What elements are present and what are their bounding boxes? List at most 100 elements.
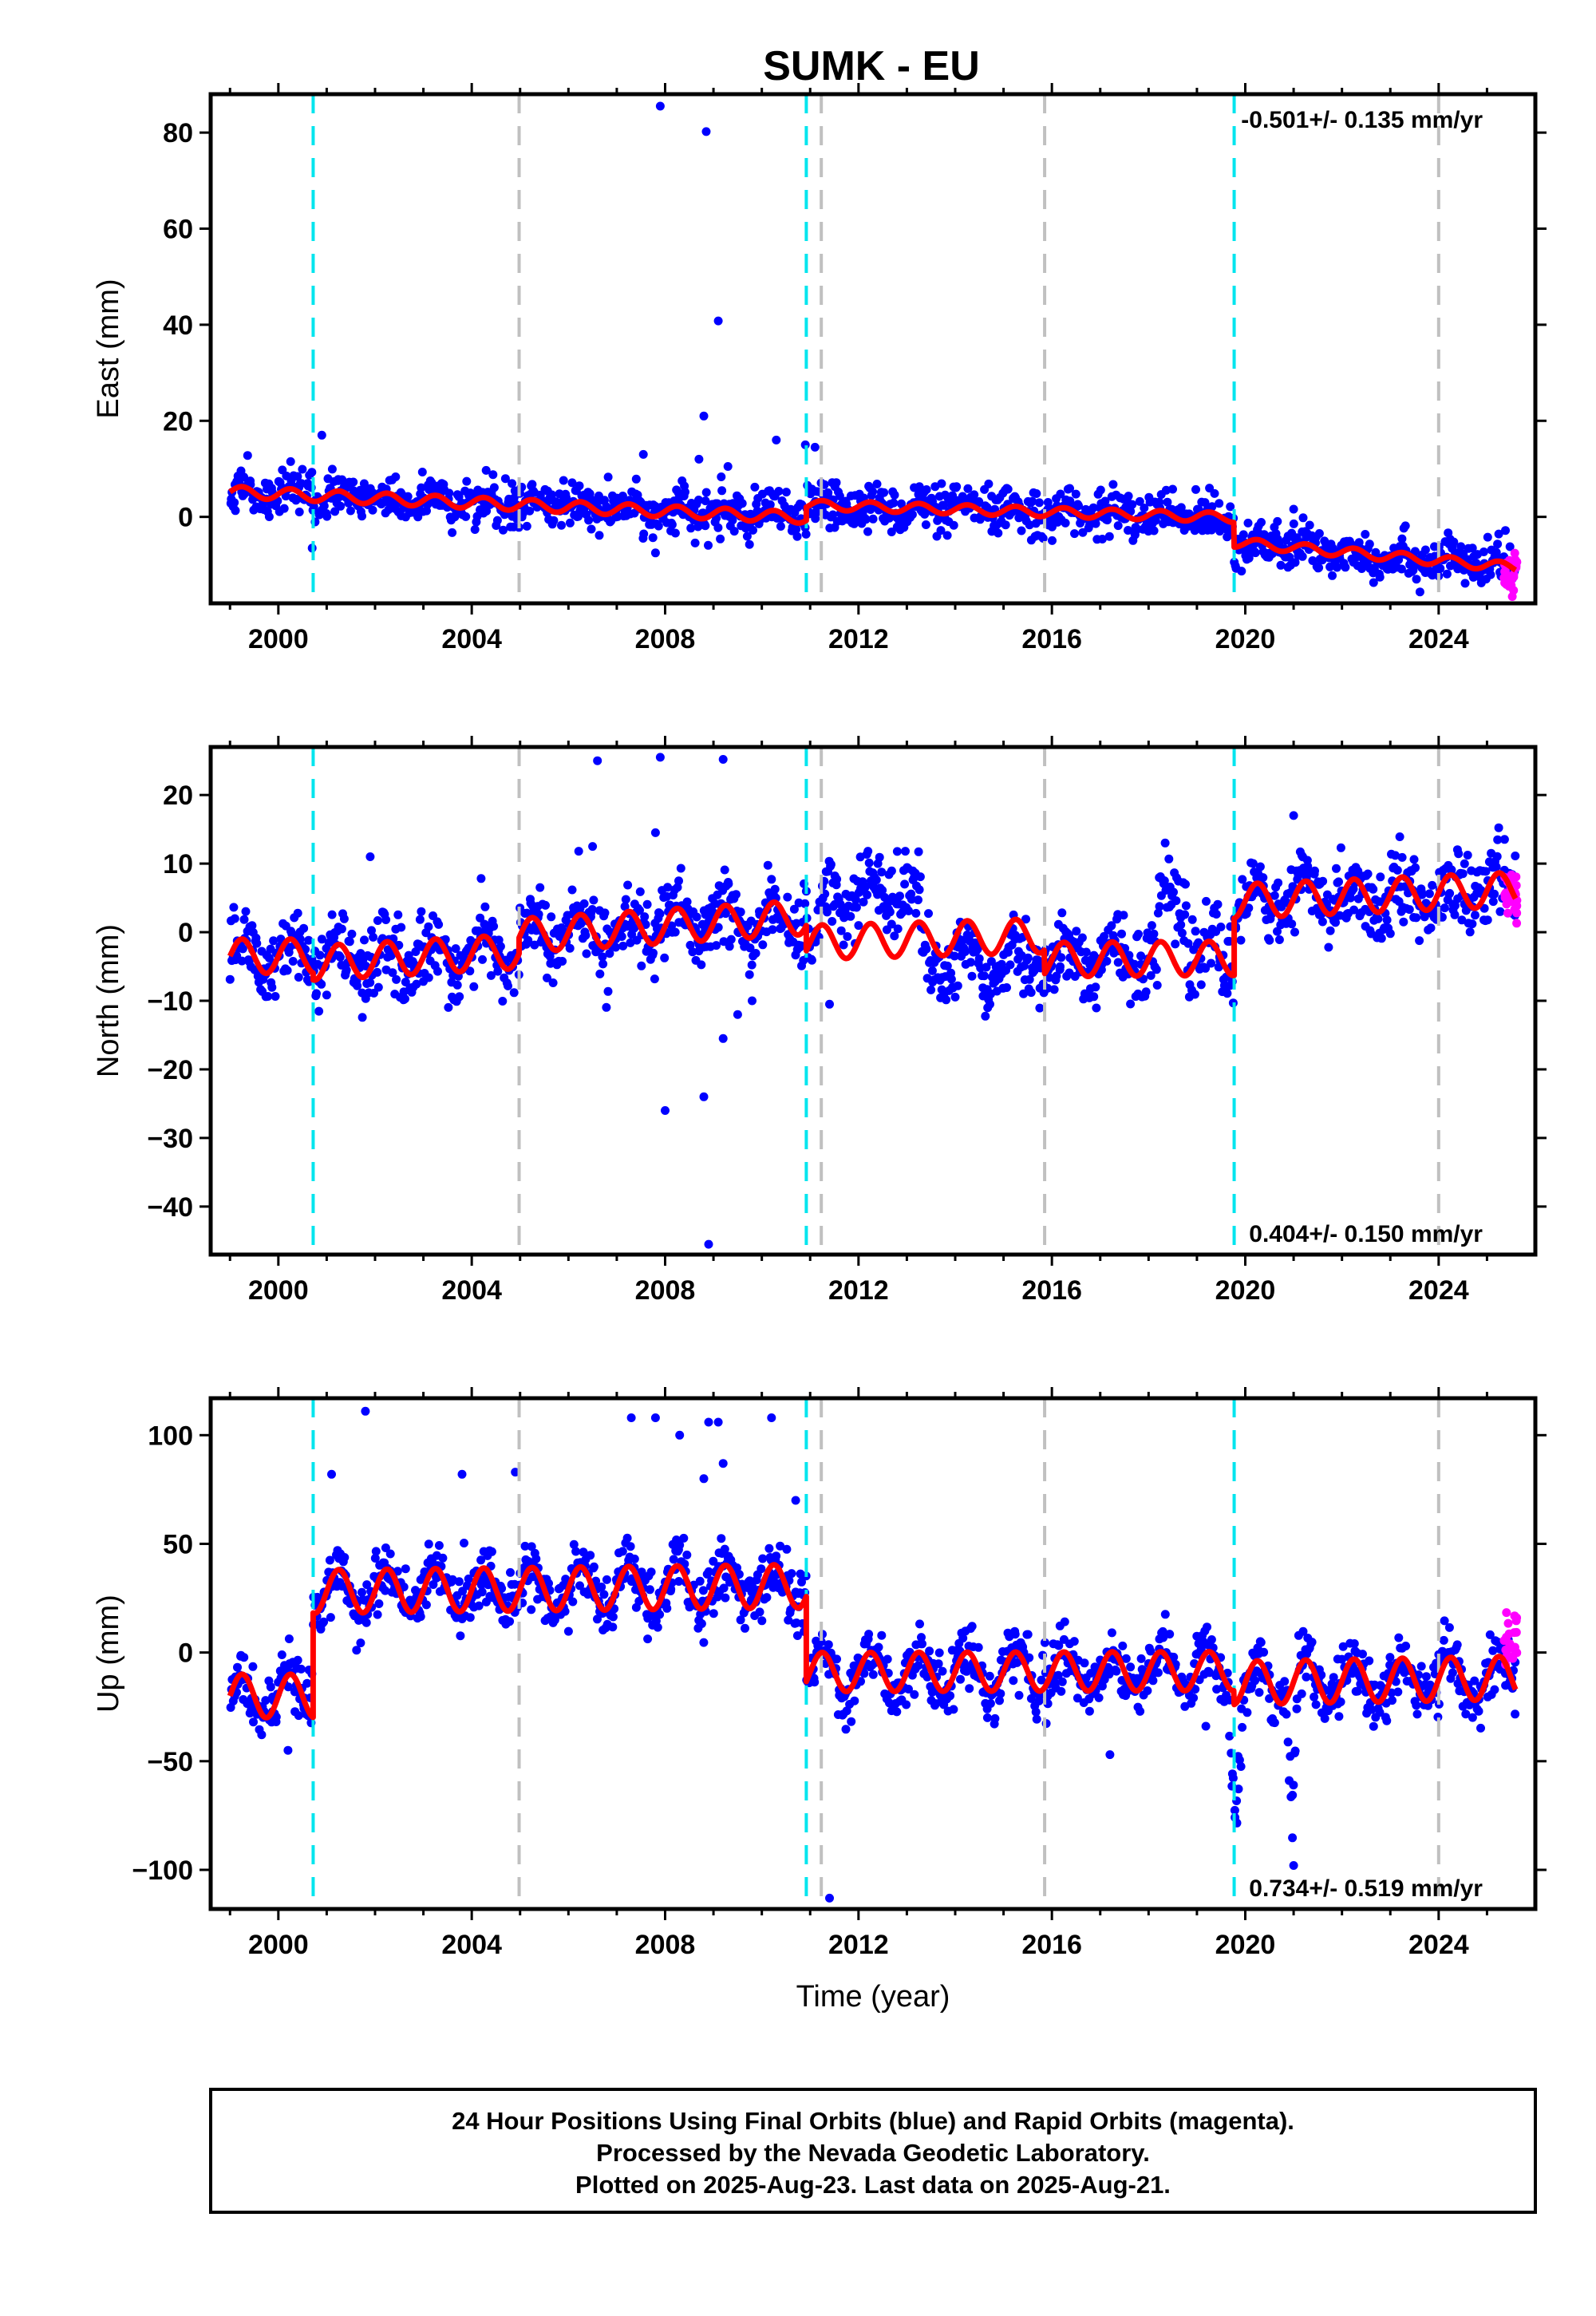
final-orbit-point [1505, 542, 1515, 551]
final-orbit-point [979, 971, 989, 981]
final-orbit-point [851, 903, 861, 912]
final-orbit-point [757, 1616, 767, 1626]
final-orbit-point [949, 520, 958, 530]
final-orbit-point [286, 456, 295, 466]
final-orbit-point [595, 531, 604, 540]
final-orbit-point [335, 952, 345, 962]
final-orbit-point [1461, 906, 1471, 915]
final-orbit-point [1369, 1721, 1378, 1731]
final-orbit-point [893, 924, 903, 934]
final-orbit-point [1289, 1780, 1298, 1790]
final-orbit-point [742, 532, 752, 541]
final-orbit-point [571, 1547, 581, 1556]
y-tick-label: 10 [163, 849, 193, 879]
final-orbit-point [1421, 1672, 1431, 1682]
final-orbit-point [1447, 865, 1456, 875]
final-orbit-point [851, 895, 860, 904]
final-orbit-point [669, 1555, 678, 1564]
final-orbit-point [1499, 835, 1509, 844]
x-tick-label: 2004 [441, 1930, 502, 1960]
final-orbit-point [399, 987, 409, 997]
final-orbit-outlier-point [283, 1745, 293, 1755]
final-orbit-point [1463, 851, 1472, 860]
final-orbit-point [319, 1617, 329, 1626]
final-orbit-point [241, 907, 251, 916]
final-orbit-point [1416, 1662, 1426, 1671]
final-orbit-point [646, 1567, 656, 1577]
final-orbit-point [648, 533, 658, 543]
final-orbit-point [717, 486, 727, 496]
final-orbit-point [557, 520, 566, 530]
final-orbit-point [1303, 861, 1313, 871]
final-orbit-point [269, 936, 279, 946]
final-orbit-point [1373, 914, 1383, 923]
final-orbit-point [1444, 1622, 1454, 1632]
final-orbit-point [359, 479, 369, 488]
final-orbit-point [1290, 927, 1299, 937]
final-orbit-point [1415, 587, 1424, 597]
final-orbit-point [1468, 1713, 1477, 1722]
final-orbit-point [911, 908, 921, 918]
final-orbit-point [1057, 1686, 1066, 1696]
final-orbit-point [694, 496, 703, 504]
final-orbit-point [789, 904, 799, 914]
final-orbit-point [1310, 1692, 1319, 1701]
final-orbit-point [724, 879, 733, 888]
final-orbit-point [548, 978, 558, 987]
final-orbit-point [690, 538, 700, 547]
final-orbit-point [559, 476, 568, 485]
chart-title: SUMK - EU [763, 43, 980, 89]
final-orbit-point [811, 514, 820, 524]
final-orbit-point [904, 906, 914, 915]
final-orbit-point [312, 989, 321, 998]
final-orbit-point [950, 951, 959, 961]
final-orbit-point [864, 858, 874, 868]
final-orbit-outlier-point [317, 430, 326, 440]
final-orbit-point [970, 490, 979, 500]
final-orbit-point [587, 905, 597, 914]
final-orbit-point [926, 985, 936, 994]
final-orbit-point [985, 1671, 994, 1681]
final-orbit-point [1280, 1677, 1290, 1686]
final-orbit-point [1049, 985, 1059, 994]
final-orbit-point [486, 970, 496, 980]
final-orbit-point [907, 895, 916, 904]
final-orbit-point [826, 860, 836, 869]
x-tick-label: 2020 [1215, 624, 1276, 654]
y-axis-label: Up (mm) [92, 1595, 125, 1713]
final-orbit-outlier-point [699, 1092, 709, 1101]
final-orbit-outlier-point [694, 454, 704, 464]
final-orbit-point [863, 890, 872, 899]
final-orbit-point [934, 1659, 943, 1669]
final-orbit-point [1163, 497, 1172, 507]
final-orbit-point [298, 464, 307, 474]
final-orbit-point [597, 1583, 606, 1591]
rapid-orbit-point [1500, 567, 1510, 576]
final-orbit-point [1288, 1833, 1298, 1843]
final-orbit-point [890, 490, 899, 500]
x-tick-label: 2024 [1408, 624, 1469, 654]
final-orbit-point [496, 942, 505, 951]
final-orbit-point [347, 929, 357, 939]
final-orbit-point [1190, 990, 1199, 999]
final-orbit-point [1070, 529, 1079, 539]
final-orbit-point [1118, 1641, 1128, 1650]
final-orbit-point [747, 960, 757, 970]
model-fit-line [227, 1562, 1519, 1721]
x-tick-label: 2008 [635, 1275, 696, 1306]
rapid-orbit-point [1504, 582, 1514, 591]
final-orbit-point [424, 922, 433, 931]
final-orbit-point [1089, 992, 1099, 1002]
final-orbit-outlier-point [650, 1413, 660, 1422]
final-orbit-point [326, 1613, 335, 1622]
final-orbit-point [922, 944, 931, 954]
final-orbit-outlier-point [1289, 504, 1298, 514]
final-orbit-point [1334, 1712, 1344, 1721]
final-orbit-point [839, 940, 848, 950]
final-orbit-outlier-point [1289, 811, 1298, 820]
x-tick-label: 2024 [1408, 1930, 1469, 1960]
final-orbit-point [294, 1711, 303, 1721]
x-tick-label: 2012 [828, 624, 889, 654]
